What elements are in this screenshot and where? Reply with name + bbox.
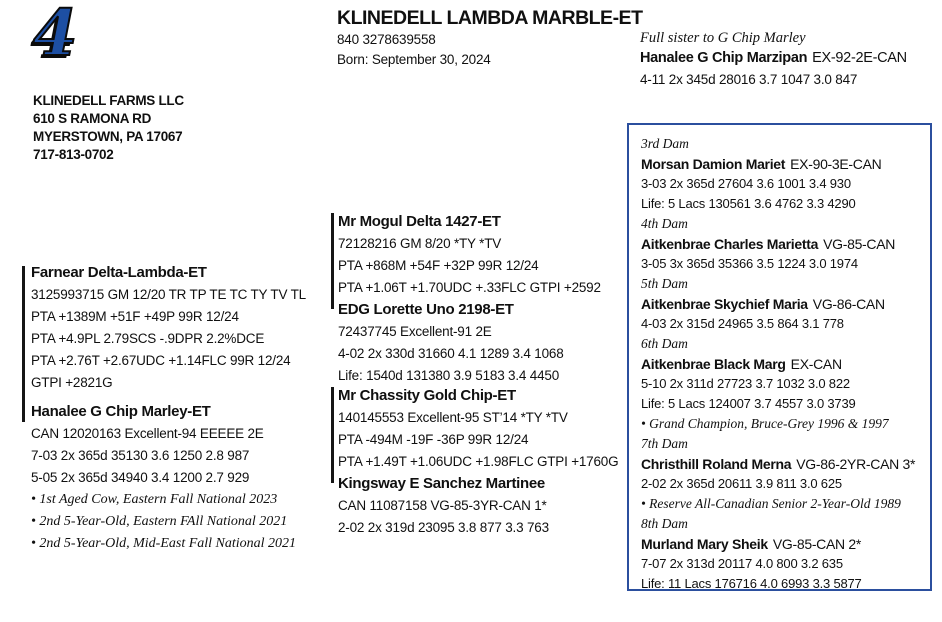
animal-name-line: Aitkenbrae Skychief Maria VG-86-CAN: [641, 294, 930, 314]
consignor-phone: 717-813-0702: [33, 147, 114, 162]
maternal-granddam-block: Kingsway E Sanchez Martinee CAN 11087158…: [338, 473, 549, 539]
animal-name: Aitkenbrae Charles Marietta: [641, 236, 819, 252]
show-highlight: Reserve All-Canadian Senior 2-Year-Old 1…: [641, 494, 930, 514]
pta-line: PTA +2.76T +2.67UDC +1.14FLC 99R 12/24: [31, 353, 291, 368]
maternal-grandsire-block: Mr Chassity Gold Chip-ET 140145553 Excel…: [338, 385, 619, 473]
show-highlight: Grand Champion, Bruce-Grey 1996 & 1997: [641, 414, 930, 434]
show-highlight: 2nd 5-Year-Old, Mid-East Fall National 2…: [31, 533, 296, 555]
dam-history-section: 4th Dam Aitkenbrae Charles Marietta VG-85…: [641, 214, 930, 274]
classification-score: VG-85-CAN: [823, 236, 896, 252]
registration-line: CAN 11087158 VG-85-3YR-CAN 1*: [338, 498, 547, 513]
paternal-granddam-block: EDG Lorette Uno 2198-ET 72437745 Excelle…: [338, 299, 564, 387]
dam-generation-label: 5th Dam: [641, 276, 688, 291]
dam-generation-label: 6th Dam: [641, 336, 688, 351]
animal-name-line: Morsan Damion Mariet EX-90-3E-CAN: [641, 154, 930, 174]
lot-number: 4: [32, 0, 78, 72]
page-title: KLINEDELL LAMBDA MARBLE-ET: [337, 7, 643, 29]
sire-block: Farnear Delta-Lambda-ET 3125993715 GM 12…: [31, 262, 306, 394]
header: KLINEDELL LAMBDA MARBLE-ET 840 327863955…: [337, 6, 643, 70]
dam-generation-label: 8th Dam: [641, 516, 688, 531]
lifetime-record: Life: 5 Lacs 124007 3.7 4557 3.0 3739: [641, 396, 856, 411]
dam-block: Hanalee G Chip Marley-ET CAN 12020163 Ex…: [31, 401, 296, 555]
lactation-record: 3-03 2x 365d 27604 3.6 1001 3.4 930: [641, 176, 851, 191]
dam-history-section: 8th Dam Murland Mary Sheik VG-85-CAN 2* 7…: [641, 514, 930, 591]
animal-name: Morsan Damion Mariet: [641, 156, 786, 172]
pta-line: PTA +1389M +51F +49P 99R 12/24: [31, 309, 239, 324]
lactation-record: 4-11 2x 345d 28016 3.7 1047 3.0 847: [640, 72, 858, 87]
registration-line: CAN 12020163 Excellent-94 EEEEE 2E: [31, 426, 264, 441]
animal-name: Aitkenbrae Black Marg: [641, 356, 786, 372]
classification-score: EX-92-2E-CAN: [812, 50, 907, 66]
animal-name: Mr Chassity Gold Chip-ET: [338, 387, 516, 404]
consignor-street: 610 S RAMONA RD: [33, 111, 152, 126]
animal-name: Kingsway E Sanchez Martinee: [338, 475, 545, 492]
animal-name-line: Christhill Roland Merna VG-86-2YR-CAN 3*: [641, 454, 930, 474]
dam-generation-label: 3rd Dam: [641, 136, 689, 151]
dam-history-section: 5th Dam Aitkenbrae Skychief Maria VG-86-C…: [641, 274, 930, 334]
classification-score: VG-86-CAN: [812, 296, 885, 312]
lactation-record: 7-03 2x 365d 35130 3.6 1250 2.8 987: [31, 448, 250, 463]
animal-name: Farnear Delta-Lambda-ET: [31, 264, 207, 281]
pta-line: PTA +1.06T +1.70UDC +.33FLC GTPI +2592: [338, 280, 601, 295]
dam-history-section: 3rd Dam Morsan Damion Mariet EX-90-3E-CAN…: [641, 134, 930, 214]
consignor-address: KLINEDELL FARMS LLC 610 S RAMONA RD MYER…: [33, 92, 184, 164]
pta-line: PTA +868M +54F +32P 99R 12/24: [338, 258, 539, 273]
gtpi-line: GTPI +2821G: [31, 375, 113, 390]
animal-name: Murland Mary Sheik: [641, 536, 768, 552]
animal-name: Hanalee G Chip Marley-ET: [31, 403, 211, 420]
animal-name: Mr Mogul Delta 1427-ET: [338, 213, 501, 230]
registration-line: 140145553 Excellent-95 ST’14 *TY *TV: [338, 410, 568, 425]
lifetime-record: Life: 11 Lacs 176716 4.0 6993 3.3 5877: [641, 576, 862, 591]
lactation-record: 2-02 2x 365d 20611 3.9 811 3.0 625: [641, 476, 842, 491]
full-sister-name-line: Hanalee G Chip Marzipan EX-92-2E-CAN: [640, 48, 907, 69]
animal-name-line: Aitkenbrae Black Marg EX-CAN: [641, 354, 930, 374]
pedigree-bracket-left: [22, 266, 25, 422]
birth-date: Born: September 30, 2024: [337, 52, 491, 67]
classification-score: VG-86-2YR-CAN 3*: [796, 456, 916, 472]
lactation-record: 4-03 2x 315d 24965 3.5 864 3.1 778: [641, 316, 844, 331]
registration-line: 72437745 Excellent-91 2E: [338, 324, 492, 339]
animal-name: Hanalee G Chip Marzipan: [640, 50, 808, 66]
pta-line: PTA +1.49T +1.06UDC +1.98FLC GTPI +1760G: [338, 454, 619, 469]
lactation-record: 3-05 3x 365d 35366 3.5 1224 3.0 1974: [641, 256, 858, 271]
full-sister-block: Full sister to G Chip Marley Hanalee G C…: [640, 28, 907, 91]
lactation-record: 4-02 2x 330d 31660 4.1 1289 3.4 1068: [338, 346, 564, 361]
animal-name-line: Aitkenbrae Charles Marietta VG-85-CAN: [641, 234, 930, 254]
paternal-grandsire-block: Mr Mogul Delta 1427-ET 72128216 GM 8/20 …: [338, 211, 601, 299]
animal-name: Aitkenbrae Skychief Maria: [641, 296, 808, 312]
show-highlight: 2nd 5-Year-Old, Eastern FAll National 20…: [31, 511, 296, 533]
animal-name: Christhill Roland Merna: [641, 456, 792, 472]
lactation-record: 5-10 2x 311d 27723 3.7 1032 3.0 822: [641, 376, 850, 391]
registration-line: 3125993715 GM 12/20 TR TP TE TC TY TV TL: [31, 287, 306, 302]
lactation-record: 7-07 2x 313d 20117 4.0 800 3.2 635: [641, 556, 843, 571]
registration-number: 840 3278639558: [337, 32, 436, 47]
full-sister-note: Full sister to G Chip Marley: [640, 30, 806, 46]
show-highlight: 1st Aged Cow, Eastern Fall National 2023: [31, 489, 296, 511]
lactation-record: 2-02 2x 319d 23095 3.8 877 3.3 763: [338, 520, 549, 535]
classification-score: VG-85-CAN 2*: [772, 536, 862, 552]
dam-history-section: 6th Dam Aitkenbrae Black Marg EX-CAN 5-10…: [641, 334, 930, 434]
registration-line: 72128216 GM 8/20 *TY *TV: [338, 236, 502, 251]
pedigree-bracket-dam-parents: [331, 387, 334, 483]
pedigree-bracket-sire-parents: [331, 213, 334, 309]
animal-name: EDG Lorette Uno 2198-ET: [338, 301, 514, 318]
dam-generation-label: 4th Dam: [641, 216, 688, 231]
lactation-record: 5-05 2x 365d 34940 3.4 1200 2.7 929: [31, 470, 250, 485]
animal-name-line: Murland Mary Sheik VG-85-CAN 2*: [641, 534, 930, 554]
consignor-name: KLINEDELL FARMS LLC: [33, 93, 184, 108]
classification-score: EX-90-3E-CAN: [790, 156, 882, 172]
pta-line: PTA +4.9PL 2.79SCS -.9DPR 2.2%DCE: [31, 331, 265, 346]
dam-generation-label: 7th Dam: [641, 436, 688, 451]
lifetime-record: Life: 5 Lacs 130561 3.6 4762 3.3 4290: [641, 196, 856, 211]
lifetime-record: Life: 1540d 131380 3.9 5183 3.4 4450: [338, 368, 560, 383]
consignor-city: MYERSTOWN, PA 17067: [33, 129, 183, 144]
pta-line: PTA -494M -19F -36P 99R 12/24: [338, 432, 529, 447]
classification-score: EX-CAN: [790, 356, 842, 372]
dam-history-box: 3rd Dam Morsan Damion Mariet EX-90-3E-CAN…: [627, 123, 932, 591]
dam-history-section: 7th Dam Christhill Roland Merna VG-86-2YR…: [641, 434, 930, 514]
